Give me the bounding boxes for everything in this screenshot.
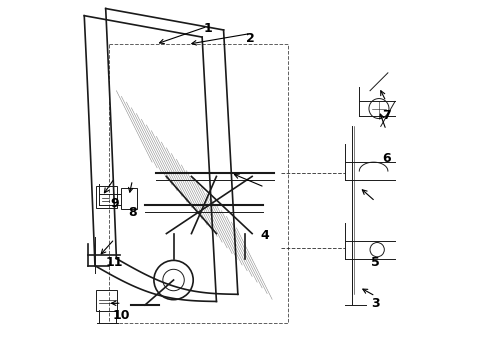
Text: 10: 10 xyxy=(113,309,130,322)
Text: 11: 11 xyxy=(106,256,123,269)
FancyBboxPatch shape xyxy=(96,290,117,311)
Circle shape xyxy=(370,243,384,257)
Text: 8: 8 xyxy=(128,206,137,219)
Text: 1: 1 xyxy=(203,22,212,35)
FancyBboxPatch shape xyxy=(121,188,137,209)
Text: 3: 3 xyxy=(371,297,380,310)
Text: 9: 9 xyxy=(110,197,119,210)
Text: 7: 7 xyxy=(382,109,391,122)
Text: 5: 5 xyxy=(371,256,380,269)
Circle shape xyxy=(163,269,184,291)
FancyBboxPatch shape xyxy=(96,186,117,207)
Circle shape xyxy=(369,99,389,118)
Text: 6: 6 xyxy=(382,152,391,165)
Text: 4: 4 xyxy=(260,229,269,242)
Circle shape xyxy=(154,260,193,300)
Text: 2: 2 xyxy=(246,32,255,45)
